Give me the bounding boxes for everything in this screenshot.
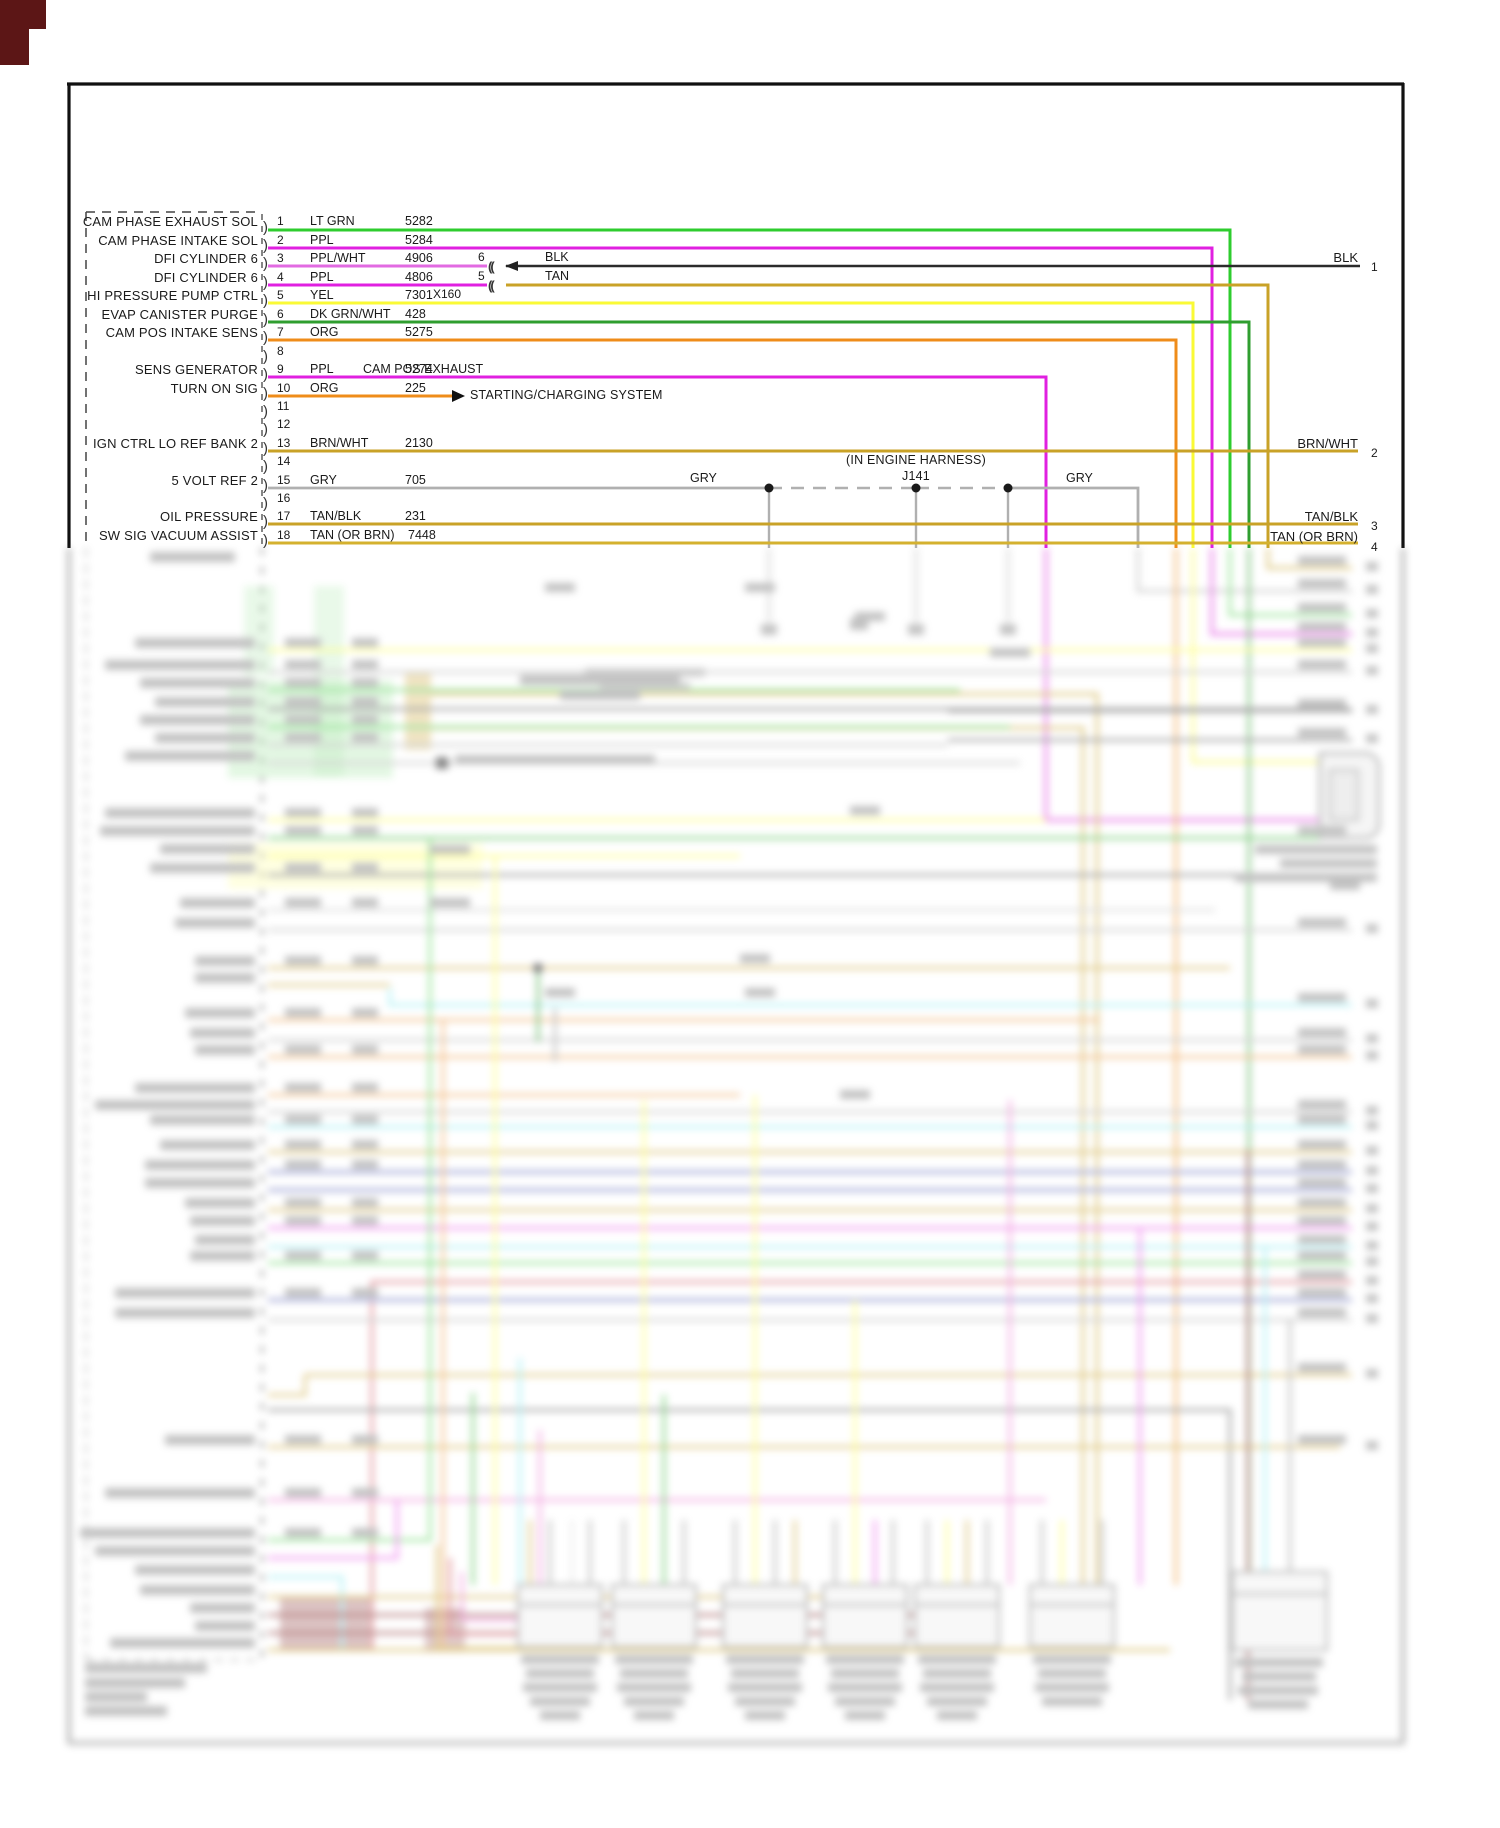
- x160-pin5: 5: [478, 269, 485, 283]
- pin17-circuit: 231: [405, 509, 426, 523]
- pin4-label: DFI CYLINDER 6: [154, 270, 258, 285]
- pin7-wire-color: ORG: [310, 325, 339, 339]
- pin18-label: SW SIG VACUUM ASSIST: [98, 528, 258, 543]
- terminal4-number: 4: [1371, 540, 1378, 554]
- pin13-wire-color: BRN/WHT: [310, 436, 369, 450]
- wire-pin6-dkgrn: [268, 320, 1251, 548]
- pin5-number: 5: [277, 288, 284, 302]
- x160-pin6: 6: [478, 250, 485, 264]
- splice-dot: [764, 483, 774, 493]
- pin6-number: 6: [277, 307, 284, 321]
- terminal3-label: TAN/BLK: [1304, 509, 1358, 524]
- pin6-circuit: 428: [405, 307, 426, 321]
- pin11-number: 11: [277, 399, 290, 413]
- pin3-label: DFI CYLINDER 6: [154, 251, 258, 266]
- wire-pin5-yel: [268, 301, 1195, 548]
- pin18-wire-color: TAN (OR BRN): [310, 528, 395, 542]
- pin10-circuit: 225: [405, 381, 426, 395]
- bottom-connector-boxes: [516, 1095, 1329, 1652]
- pin9-label: SENS GENERATOR: [135, 362, 258, 377]
- x160-tan-label: TAN: [545, 269, 570, 283]
- pin13-number: 13: [277, 436, 291, 450]
- corner-artifact: [0, 0, 29, 65]
- wires: [268, 228, 1360, 548]
- pin5-wire-color: YEL: [310, 288, 334, 302]
- blk-arrowhead: [505, 261, 518, 271]
- splice-id-j141: J141: [902, 469, 930, 483]
- pin12-number: 12: [277, 417, 291, 431]
- pin15-number: 15: [277, 473, 291, 487]
- pin5-circuit: 7301: [405, 288, 433, 302]
- pin16-number: 16: [277, 491, 291, 505]
- ecm-dashed-box: [85, 211, 263, 548]
- pin6-label: EVAP CANISTER PURGE: [101, 307, 258, 322]
- pin7-number: 7: [277, 325, 284, 339]
- pin1-number: 1: [277, 214, 284, 228]
- pin15-label: 5 VOLT REF 2: [171, 473, 258, 488]
- pin3-wire-color: PPL/WHT: [310, 251, 366, 265]
- pin13-label: IGN CTRL LO REF BANK 2: [92, 436, 258, 451]
- pin6-wire-color: DK GRN/WHT: [310, 307, 391, 321]
- pin1-wire-color: LT GRN: [310, 214, 355, 228]
- pin4-wire-color: PPL: [310, 270, 334, 284]
- pin17-wire-color: TAN/BLK: [310, 509, 362, 523]
- pin5-label: HI PRESSURE PUMP CTRL: [87, 288, 258, 303]
- pin17-label: OIL PRESSURE: [159, 509, 258, 524]
- pin7-label: CAM POS INTAKE SENS: [105, 325, 258, 340]
- gry-label-left: GRY: [690, 471, 717, 485]
- pin1-circuit: 5282: [405, 214, 433, 228]
- terminal2-label: BRN/WHT: [1297, 436, 1358, 451]
- wire-pin2-ppl: [268, 246, 1214, 548]
- wire-pin1-lt-grn: [268, 228, 1232, 548]
- pin18-circuit: 7448: [408, 528, 436, 542]
- blurred-text-blobs: [80, 552, 1378, 1716]
- pin2-wire-color: PPL: [310, 233, 334, 247]
- pin2-number: 2: [277, 233, 284, 247]
- wire-pin15-gry: [268, 483, 1140, 548]
- pin9-circuit: 5274: [405, 362, 433, 376]
- pin2-label: CAM PHASE INTAKE SOL: [98, 233, 258, 248]
- pin9-number: 9: [277, 362, 284, 376]
- terminal3-number: 3: [1371, 519, 1378, 533]
- x160-blk-label: BLK: [545, 250, 569, 264]
- pin3-number: 3: [277, 251, 284, 265]
- pin8-number: 8: [277, 344, 284, 358]
- splice-dot-j141: [911, 483, 921, 493]
- pin14-number: 14: [277, 454, 291, 468]
- page-border: [67, 82, 1405, 548]
- pin15-circuit: 705: [405, 473, 426, 487]
- pin18-number: 18: [277, 528, 291, 542]
- pin9-wire-color: PPL: [310, 362, 334, 376]
- wire-x160-tan: [506, 283, 1270, 548]
- pin4-number: 4: [277, 270, 284, 284]
- engine-harness-note: (IN ENGINE HARNESS): [846, 453, 986, 467]
- terminal1-number: 1: [1371, 260, 1378, 274]
- pin13-circuit: 2130: [405, 436, 433, 450]
- pin9-overlap-text: CAM POS EXHAUST: [363, 362, 484, 376]
- pin15-wire-color: GRY: [310, 473, 337, 487]
- wire-pin7-org: [268, 338, 1178, 548]
- gry-label-right: GRY: [1066, 471, 1093, 485]
- pin17-number: 17: [277, 509, 291, 523]
- pin10-wire-color: ORG: [310, 381, 339, 395]
- off-page-arrow-icon: [452, 390, 465, 402]
- starting-charging-ref: STARTING/CHARGING SYSTEM: [470, 388, 663, 402]
- x160-id: X160: [433, 287, 462, 301]
- splice-dot: [1003, 483, 1013, 493]
- pin3-circuit: 4906: [405, 251, 433, 265]
- pin4-circuit: 4806: [405, 270, 433, 284]
- terminal1-label: BLK: [1333, 250, 1358, 265]
- wire-pin9-ppl: [268, 375, 1048, 548]
- pin10-number: 10: [277, 381, 291, 395]
- terminal2-number: 2: [1371, 446, 1378, 460]
- terminal4-label: TAN (OR BRN): [1270, 529, 1358, 544]
- pin1-label: CAM PHASE EXHAUST SOL: [82, 214, 258, 229]
- pin10-label: TURN ON SIG: [170, 381, 258, 396]
- pin2-circuit: 5284: [405, 233, 433, 247]
- pin7-circuit: 5275: [405, 325, 433, 339]
